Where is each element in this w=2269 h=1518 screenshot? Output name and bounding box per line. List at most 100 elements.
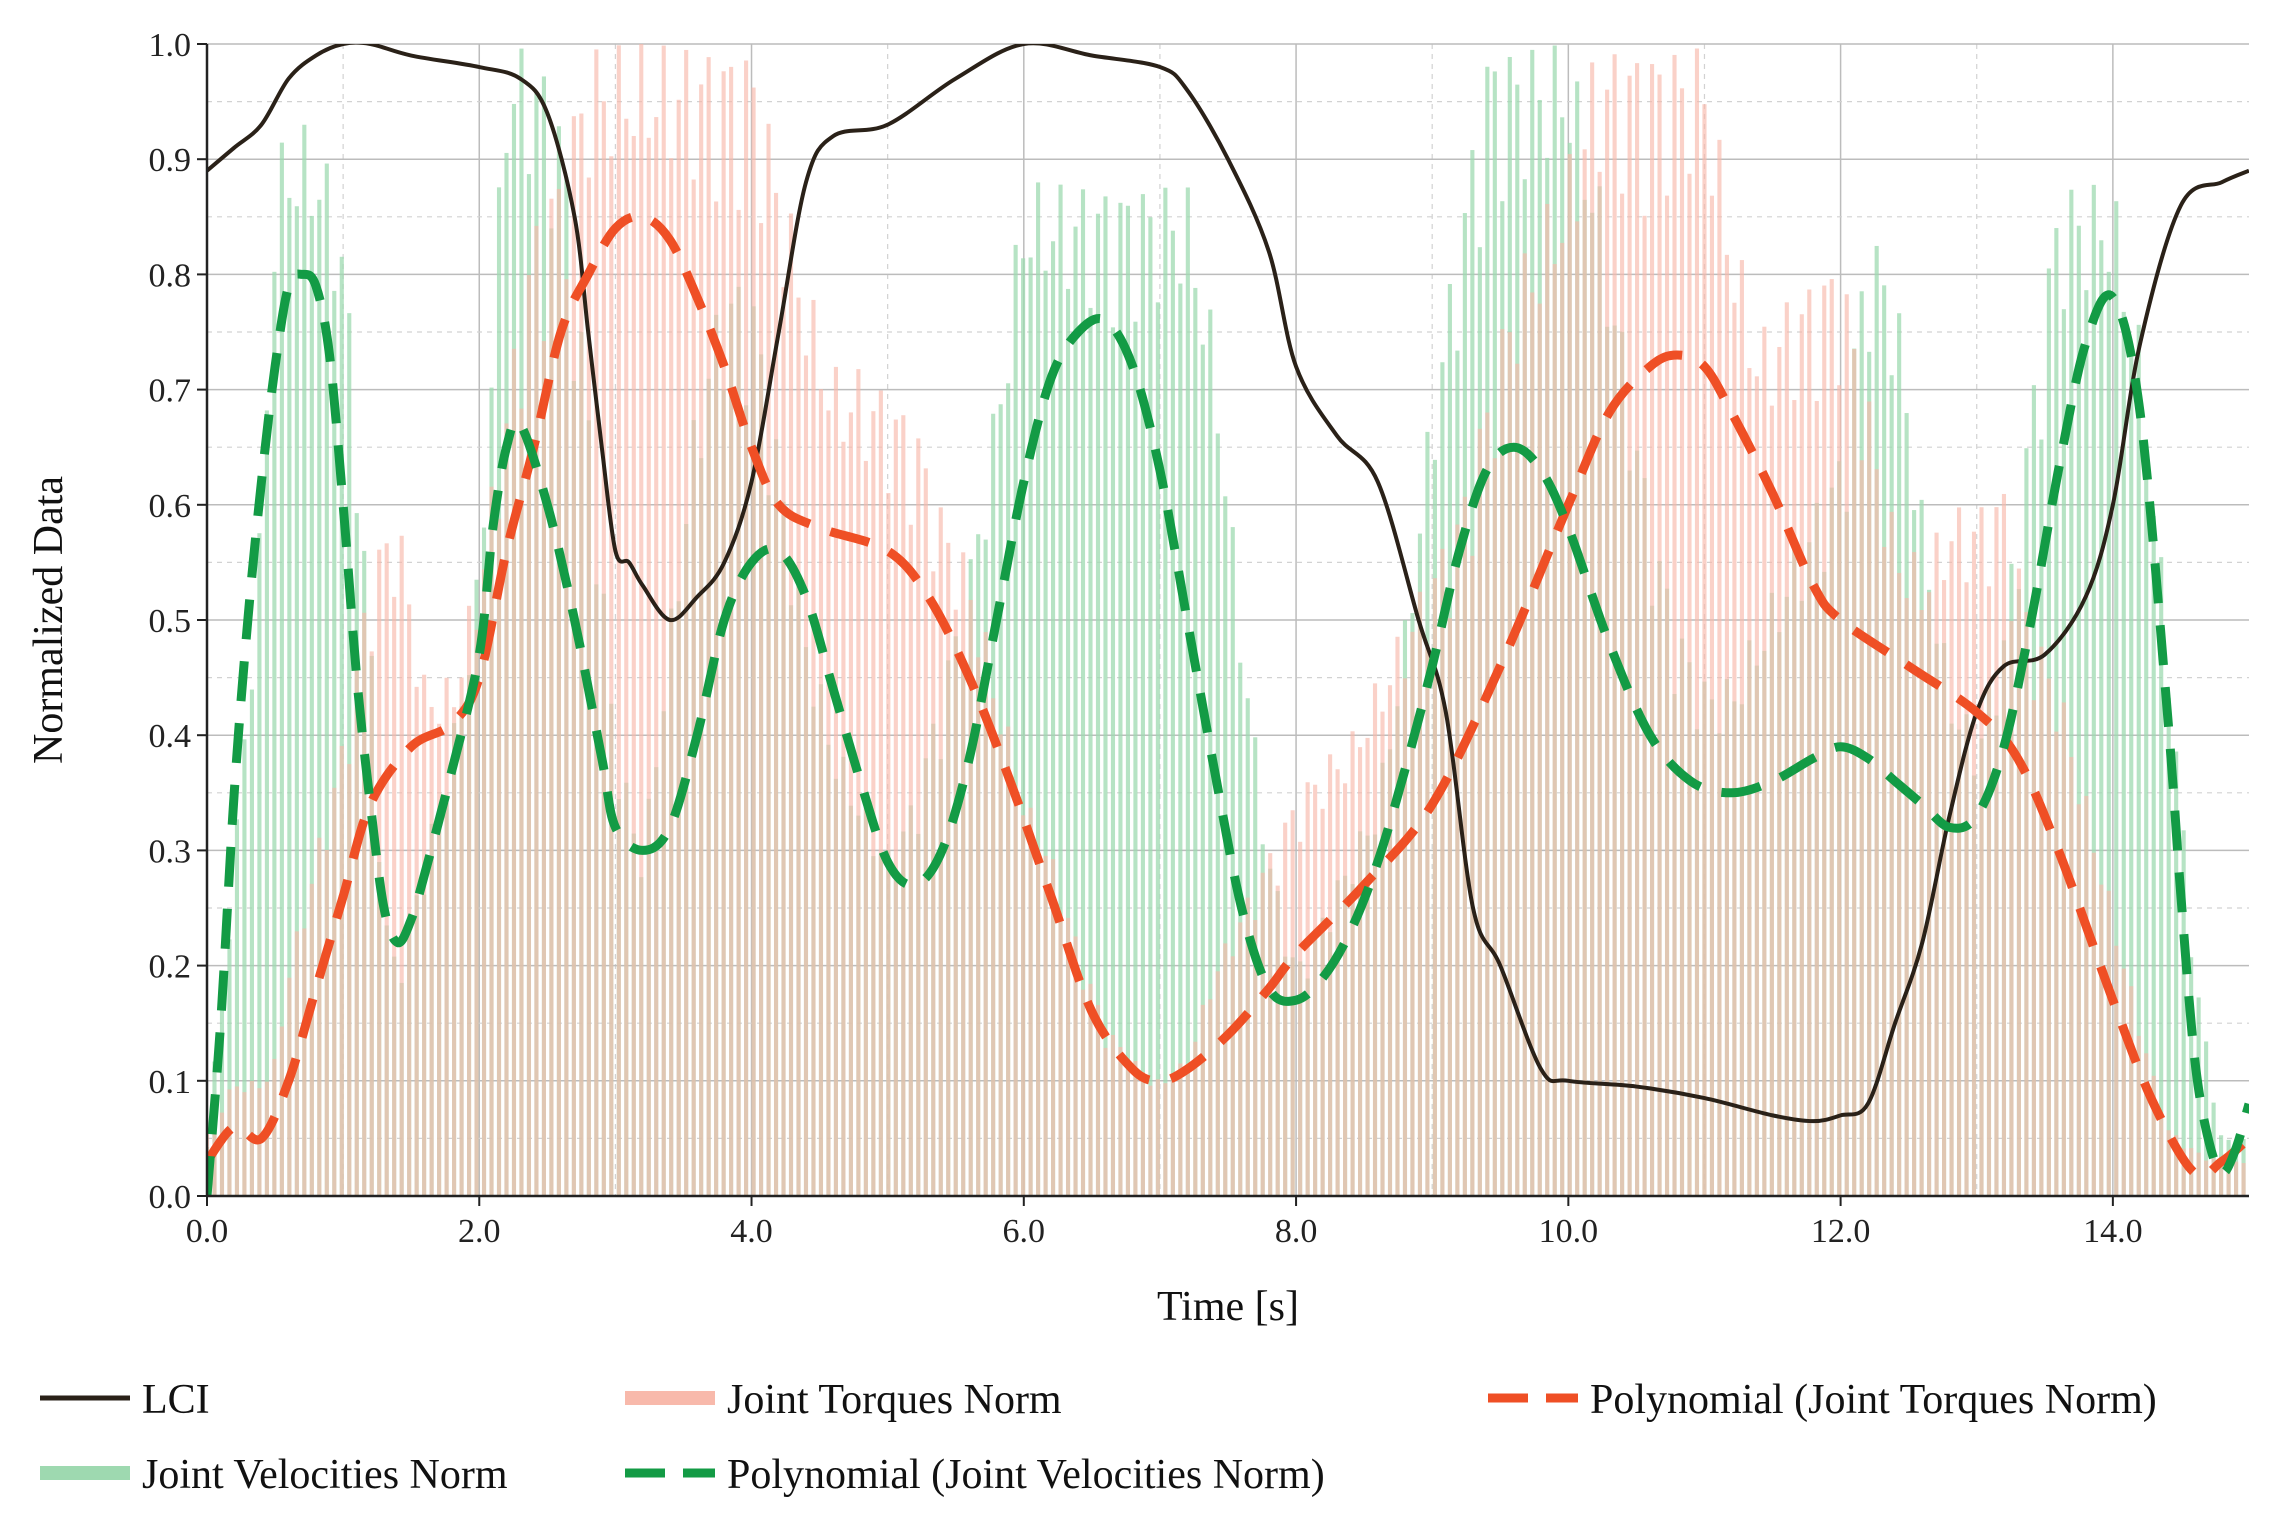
bar: [1088, 983, 1093, 1196]
bar: [1792, 400, 1797, 1196]
bar: [2129, 986, 2134, 1196]
legend-item-polynomial-joint-velocities-norm[interactable]: Polynomial (Joint Velocities Norm): [625, 1452, 1325, 1498]
bar: [1058, 919, 1063, 1196]
bar: [1215, 433, 1220, 1196]
bar: [309, 883, 314, 1196]
bar: [1784, 302, 1789, 1196]
x-tick-label: 6.0: [1003, 1213, 1046, 1250]
bar: [1956, 507, 1962, 1196]
bar: [1679, 88, 1685, 1196]
bar: [422, 674, 427, 1196]
bar: [991, 698, 996, 1196]
bar: [1118, 1047, 1123, 1196]
bar: [1343, 783, 1348, 1196]
lines-layer: [207, 44, 2249, 1196]
bar: [1620, 193, 1625, 1196]
legend-item-joint-torques-norm[interactable]: Joint Torques Norm: [625, 1377, 1062, 1423]
bar: [1709, 195, 1715, 1196]
bar: [2151, 516, 2156, 1196]
bar: [294, 206, 299, 1196]
legend-item-joint-velocities-norm[interactable]: Joint Velocities Norm: [40, 1452, 508, 1498]
bar: [1912, 552, 1917, 1196]
bar: [2114, 945, 2119, 1196]
bar: [1664, 195, 1670, 1196]
bar: [871, 411, 876, 1196]
bar: [2084, 290, 2089, 1196]
bar: [744, 60, 749, 1196]
legend-item-polynomial-joint-torques-norm[interactable]: Polynomial (Joint Torques Norm): [1488, 1377, 2157, 1423]
bar: [1193, 1041, 1198, 1196]
axes: [197, 43, 2249, 1206]
bar: [339, 745, 344, 1196]
bar: [1986, 586, 1992, 1196]
bar: [2174, 751, 2179, 1196]
bar: [1350, 731, 1355, 1196]
x-tick-label: 8.0: [1275, 1213, 1318, 1250]
bar: [1365, 737, 1370, 1196]
bar: [998, 734, 1003, 1196]
bar: [1028, 807, 1033, 1196]
bar: [863, 460, 868, 1196]
bar: [242, 739, 247, 1196]
bar: [1080, 189, 1086, 1196]
bar: [429, 706, 434, 1196]
bar: [781, 287, 786, 1196]
bar: [1163, 187, 1168, 1196]
bar: [841, 441, 846, 1196]
bar: [496, 518, 502, 1196]
bar: [1732, 302, 1737, 1196]
bar: [601, 101, 606, 1196]
bar: [324, 849, 329, 1196]
bar: [1283, 822, 1288, 1196]
bar: [1313, 784, 1318, 1196]
bar: [377, 549, 382, 1196]
bar: [1178, 1063, 1183, 1196]
bar: [1357, 747, 1363, 1196]
bar: [1140, 1072, 1145, 1196]
bar: [227, 1089, 232, 1196]
bar: [2241, 1163, 2246, 1196]
legend-item-lci[interactable]: LCI: [40, 1377, 210, 1423]
bar: [279, 142, 284, 1196]
bar: [519, 408, 524, 1196]
bar: [2001, 493, 2007, 1196]
bar: [766, 123, 771, 1196]
y-tick-label: 0.0: [149, 1179, 192, 1216]
legend-label-polynomial-joint-torques-norm: Polynomial (Joint Torques Norm): [1590, 1377, 2157, 1423]
bar: [452, 707, 457, 1196]
bar: [1043, 270, 1048, 1196]
bar: [481, 569, 487, 1196]
bar: [1762, 326, 1767, 1196]
bar: [1073, 226, 1078, 1196]
bar: [2054, 731, 2059, 1196]
bar: [953, 609, 958, 1196]
bar: [444, 677, 449, 1196]
bar: [1245, 897, 1250, 1196]
bar: [2121, 311, 2126, 1196]
bar: [624, 118, 629, 1196]
bar: [474, 629, 479, 1196]
bar: [1051, 859, 1056, 1196]
bar: [893, 419, 898, 1196]
bar: [1275, 885, 1280, 1196]
bar: [684, 49, 689, 1196]
bar: [1971, 531, 1977, 1196]
bar: [1590, 62, 1595, 1196]
bar: [1410, 631, 1415, 1196]
bar: [579, 113, 584, 1196]
bar: [504, 423, 509, 1196]
bar: [901, 415, 906, 1196]
bar: [317, 199, 322, 1196]
bar: [1305, 782, 1310, 1196]
bar: [279, 1026, 284, 1196]
bar: [362, 612, 367, 1196]
bar: [1724, 254, 1729, 1196]
bar: [1567, 154, 1572, 1196]
bar: [2009, 621, 2014, 1196]
bar: [676, 99, 681, 1196]
bar: [2091, 184, 2096, 1196]
bar: [1238, 922, 1243, 1196]
bar: [1080, 989, 1086, 1196]
bar: [1395, 636, 1400, 1196]
